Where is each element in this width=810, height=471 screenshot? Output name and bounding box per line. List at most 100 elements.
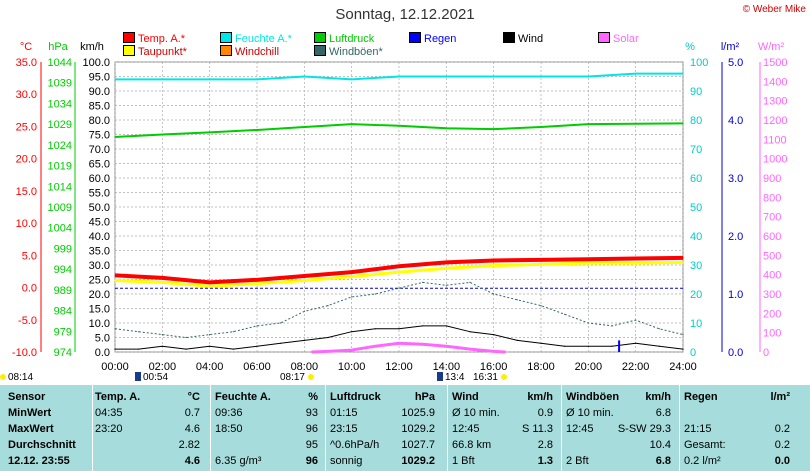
tick-wind: 35.0 [89, 246, 110, 258]
series-line [311, 341, 506, 354]
table-cell: Ø 10 min. [452, 407, 500, 419]
series-point [682, 334, 684, 336]
series-point [303, 275, 305, 277]
unit-humidity: % [685, 41, 695, 53]
series-point [185, 336, 187, 339]
series-point [351, 331, 353, 333]
tick-wind: 0.0 [95, 347, 110, 359]
sun-moon-time: 08:14 [8, 372, 33, 383]
series-point [564, 313, 566, 315]
unit-rain: l/m² [721, 41, 740, 53]
series-point [635, 73, 637, 75]
tick-temp: 30.0 [16, 89, 37, 101]
series-point [540, 259, 542, 261]
table-cell: 18:50 [215, 423, 243, 435]
table-header: Luftdruck [330, 391, 381, 403]
series-point [493, 259, 495, 262]
tick-temp: 15.0 [16, 186, 37, 198]
tick-x: 22:00 [622, 361, 650, 373]
table-cell: sonnig [330, 455, 363, 467]
legend-item: Windböen* [314, 45, 383, 58]
series-point [161, 78, 163, 80]
series-point [493, 334, 495, 336]
chart-title: Sonntag, 12.12.2021 [335, 6, 475, 23]
sun-icon [0, 374, 6, 380]
series-point [351, 78, 353, 80]
tick-wind: 10.0 [89, 318, 110, 330]
table-cell: 2.82 [178, 439, 200, 451]
table-cell: 0.2 l/m² [684, 455, 721, 467]
table-cell: 04:35 [95, 407, 123, 419]
legend-swatch [503, 32, 515, 43]
tick-wind: 55.0 [89, 188, 110, 200]
legend-swatch [123, 32, 135, 43]
series-point [209, 131, 211, 134]
series-point [635, 257, 637, 260]
tick-x: 20:00 [575, 361, 603, 373]
tick-pressure: 1029 [48, 119, 72, 131]
tick-rain: 5.0 [728, 57, 743, 69]
series-point [209, 334, 211, 336]
table-cell: 01:15 [330, 407, 358, 419]
table-separator [561, 385, 562, 471]
tick-pressure: 984 [54, 306, 72, 318]
legend-item: Regen [409, 32, 456, 45]
tick-pressure: 979 [54, 326, 72, 338]
series-point [351, 296, 353, 298]
tick-solar: 300 [763, 289, 781, 301]
series-point [504, 351, 507, 353]
table-cell: S-SW 29.3 [617, 423, 671, 435]
tick-solar: 800 [763, 192, 781, 204]
series-point [303, 279, 305, 282]
table-header: Regen [684, 391, 718, 403]
table-header: Feuchte A. [215, 391, 271, 403]
series-point [138, 348, 140, 350]
series-point [445, 127, 447, 129]
table-row-label: Durchschnitt [8, 439, 76, 451]
series-point [303, 310, 305, 312]
series-point [445, 284, 447, 286]
series-point [516, 339, 518, 341]
tick-humidity: 0 [690, 347, 696, 359]
table-row-label: 12.12. 23:55 [8, 455, 70, 467]
series-point [114, 279, 116, 282]
tick-wind: 30.0 [89, 260, 110, 272]
series-point [114, 136, 116, 138]
legend-swatch [123, 45, 135, 56]
legend-item: Feuchte A.* [220, 32, 292, 45]
tick-solar: 700 [763, 212, 781, 224]
tick-temp: -10.0 [12, 347, 37, 359]
series-point [374, 328, 376, 330]
tick-temp: 0.0 [22, 283, 37, 295]
series-point [658, 345, 660, 347]
series-point [682, 73, 684, 75]
series-point [422, 325, 424, 327]
series-point [161, 345, 163, 347]
series-point [540, 263, 542, 265]
series-point [398, 342, 400, 344]
series-point [161, 281, 163, 283]
tick-x: 08:00 [291, 361, 319, 373]
table-cell: 2 Bft [566, 455, 589, 467]
tick-wind: 95.0 [89, 72, 110, 84]
tick-pressure: 994 [54, 264, 72, 276]
series-point [398, 271, 400, 273]
tick-rain: 3.0 [728, 173, 743, 185]
series-point [587, 262, 589, 264]
series-point [374, 345, 376, 347]
tick-solar: 1300 [763, 96, 787, 108]
legend-swatch [409, 32, 421, 43]
table-header: Windböen [566, 391, 620, 403]
tick-wind: 45.0 [89, 217, 110, 229]
table-cell: 12:45 [566, 423, 594, 435]
right-axes: % l/m² W/m²10090807060504030201005.04.03.0… [685, 40, 810, 385]
table-cell: 23:20 [95, 423, 123, 435]
series-point [635, 342, 637, 344]
series-point [161, 277, 163, 279]
table-cell: 12:45 [452, 423, 480, 435]
table-row-label: MinWert [8, 407, 52, 419]
series-point [493, 293, 495, 295]
table-separator [679, 385, 680, 471]
legend-item: Luftdruck [314, 32, 374, 45]
tick-solar: 1100 [763, 134, 787, 146]
